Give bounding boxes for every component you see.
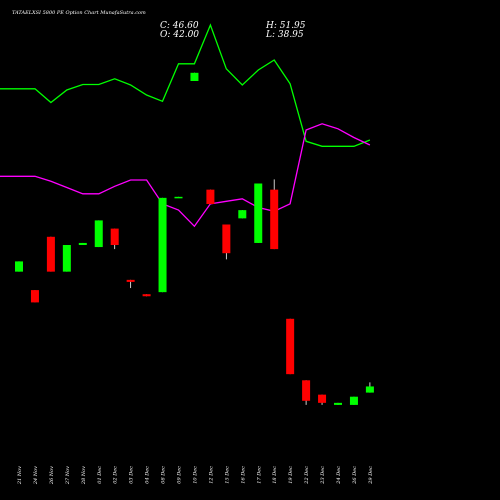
high-value: H: 51.95 xyxy=(266,21,306,31)
x-tick-label: 15 Dec xyxy=(224,466,230,484)
candle-01-dec xyxy=(94,220,103,248)
x-tick-label: 26 Nov xyxy=(49,466,55,485)
candle-body xyxy=(349,396,358,405)
candle-19-dec xyxy=(286,318,295,375)
candle-24-nov xyxy=(30,290,39,303)
x-tick-label: 22 Dec xyxy=(304,466,310,485)
candle-body xyxy=(174,196,183,199)
x-tick-label: 17 Dec xyxy=(256,466,262,484)
candle-body xyxy=(270,189,279,250)
candle-23-dec xyxy=(318,394,327,405)
candle-10-dec xyxy=(190,72,199,81)
chart-title: TATAELXSI 5800 PE Option Chart MunafaSut… xyxy=(12,10,146,16)
x-tick-label: 16 Dec xyxy=(240,466,246,484)
candle-body xyxy=(365,386,374,393)
candle-body xyxy=(302,380,311,401)
candle-body xyxy=(142,294,151,297)
candle-body xyxy=(46,236,55,272)
indicator-lines xyxy=(0,23,371,228)
candlestick-series xyxy=(15,72,374,405)
x-tick-label: 29 Dec xyxy=(368,466,374,485)
candle-21-nov xyxy=(15,261,23,272)
candle-body xyxy=(318,394,327,403)
candle-body xyxy=(62,245,71,272)
candle-02-dec xyxy=(110,228,119,250)
candle-26-dec xyxy=(349,396,358,405)
x-tick-label: 09 Dec xyxy=(177,466,183,484)
candle-15-dec xyxy=(222,224,231,260)
x-tick-label: 18 Dec xyxy=(272,466,278,484)
candle-12-dec xyxy=(206,189,215,204)
candle-body xyxy=(126,279,135,282)
candle-22-dec xyxy=(302,380,311,405)
candle-28-nov xyxy=(78,242,87,245)
x-tick-label: 26 Dec xyxy=(352,466,358,485)
close-value: C: 46.60 xyxy=(160,21,199,31)
candle-17-dec xyxy=(254,183,263,243)
x-tick-label: 21 Nov xyxy=(17,466,23,485)
candle-body xyxy=(78,242,87,245)
x-tick-label: 02 Dec xyxy=(113,466,119,484)
candle-body xyxy=(30,290,39,303)
x-tick-label: 01 Dec xyxy=(97,466,103,484)
x-axis-labels: 21 Nov 24 Nov 26 Nov 27 Nov 28 Nov 01 Dec 02 D… xyxy=(17,466,374,485)
candle-body xyxy=(286,318,295,375)
candle-body xyxy=(334,402,342,405)
candle-18-dec xyxy=(270,179,279,250)
x-tick-label: 08 Dec xyxy=(161,466,167,484)
candle-body xyxy=(222,224,231,254)
indicator-line-2 xyxy=(0,123,371,228)
x-tick-label: 10 Dec xyxy=(192,466,198,484)
candle-body xyxy=(254,183,263,243)
x-tick-label: 23 Dec xyxy=(320,466,326,485)
x-tick-label: 19 Dec xyxy=(288,466,294,484)
x-tick-label: 03 Dec xyxy=(129,466,135,484)
candle-body xyxy=(238,210,247,219)
low-value: L: 38.95 xyxy=(266,30,304,40)
candle-24-dec xyxy=(334,402,342,405)
candle-body xyxy=(15,261,23,272)
candle-29-dec xyxy=(365,382,374,393)
candle-body xyxy=(94,220,103,248)
candle-04-dec xyxy=(142,294,151,297)
candle-16-dec xyxy=(238,210,247,219)
x-tick-label: 28 Nov xyxy=(81,466,87,485)
candle-09-dec xyxy=(174,196,183,199)
candle-27-nov xyxy=(62,245,71,272)
candle-body xyxy=(110,228,119,245)
candle-body xyxy=(206,189,215,204)
candle-26-nov xyxy=(46,236,55,272)
x-tick-label: 27 Nov xyxy=(65,466,71,485)
x-tick-label: 24 Dec xyxy=(336,466,342,485)
indicator-line-1 xyxy=(0,23,371,147)
candle-body xyxy=(190,72,199,81)
x-tick-label: 12 Dec xyxy=(208,466,214,484)
x-tick-label: 24 Nov xyxy=(33,466,39,485)
open-value: O: 42.00 xyxy=(160,30,200,40)
candle-03-dec xyxy=(126,279,135,289)
x-tick-label: 04 Dec xyxy=(145,466,151,484)
candle-08-dec xyxy=(158,197,167,293)
candle-body xyxy=(158,197,167,293)
